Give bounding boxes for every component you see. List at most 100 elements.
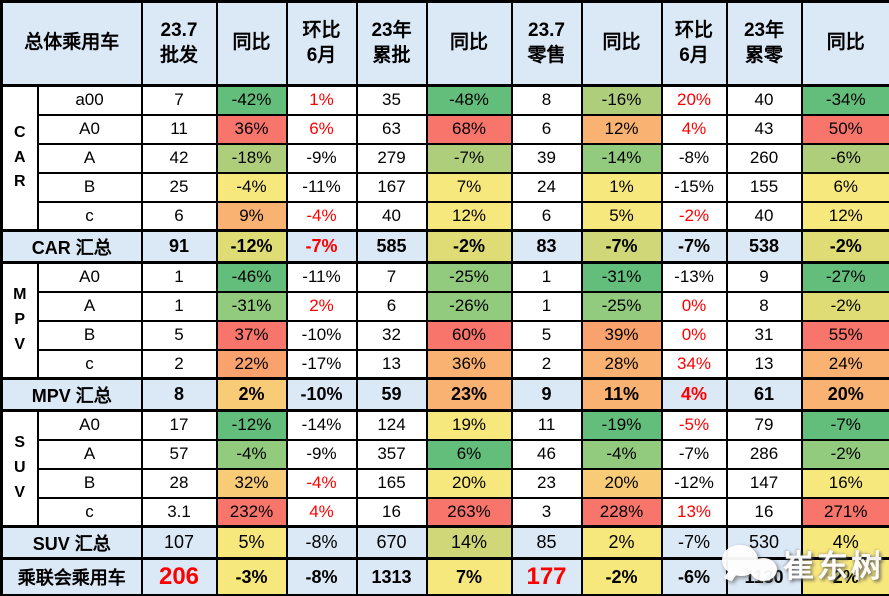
value-cell: 23 [510, 467, 583, 499]
value-cell: -13% [660, 261, 728, 293]
value-cell: 11% [580, 377, 663, 412]
value-cell: -14% [580, 142, 663, 174]
value-cell: -6% [660, 557, 728, 596]
value-cell: 2% [800, 557, 889, 596]
value-cell: 24% [800, 348, 889, 380]
row-label: c [36, 200, 143, 232]
value-cell: -2% [800, 229, 889, 264]
value-cell: -7% [580, 229, 663, 264]
column-header: 环比 6月 [660, 0, 728, 87]
value-cell: 1313 [355, 557, 428, 596]
table-row: A 1 -31% 2% 6 -26% 1 -25% 0% 8 -2% [2, 290, 889, 322]
value-cell: 147 [725, 467, 803, 499]
value-cell: -26% [425, 290, 513, 322]
value-cell: 1 [510, 261, 583, 293]
row-label: A0 [36, 261, 143, 293]
value-cell: -5% [660, 409, 728, 441]
value-cell: 4% [800, 525, 889, 560]
value-cell: 39% [580, 319, 663, 351]
value-cell: -12% [215, 409, 288, 441]
value-cell: 20% [425, 467, 513, 499]
value-cell: 19% [425, 409, 513, 441]
value-cell: 28% [580, 348, 663, 380]
value-cell: -4% [285, 200, 358, 232]
value-cell: 20% [800, 377, 889, 412]
value-cell: 42 [140, 142, 218, 174]
value-cell: -7% [285, 229, 358, 264]
value-cell: 357 [355, 438, 428, 470]
value-cell: 12% [800, 200, 889, 232]
value-cell: 43 [725, 113, 803, 145]
value-cell: -31% [580, 261, 663, 293]
value-cell: -7% [660, 525, 728, 560]
table-row: A 42 -18% -9% 279 -7% 39 -14% -8% 260 -6% [2, 142, 889, 174]
value-cell: 8 [510, 84, 583, 116]
row-label: c [36, 348, 143, 380]
value-cell: -18% [215, 142, 288, 174]
value-cell: 36% [215, 113, 288, 145]
column-header: 同比 [580, 0, 663, 87]
group-label: S U V [0, 409, 39, 528]
value-cell: 40 [355, 200, 428, 232]
value-cell: -4% [215, 438, 288, 470]
table-row: B 25 -4% -11% 167 7% 24 1% -15% 155 6% [2, 171, 889, 203]
value-cell: 4% [660, 377, 728, 412]
value-cell: -46% [215, 261, 288, 293]
value-cell: 585 [355, 229, 428, 264]
value-cell: -31% [215, 290, 288, 322]
value-cell: 61 [725, 377, 803, 412]
value-cell: -34% [800, 84, 889, 116]
value-cell: -9% [285, 438, 358, 470]
value-cell: 286 [725, 438, 803, 470]
value-cell: -27% [800, 261, 889, 293]
summary-row: MPV 汇总 8 2% -10% 59 23% 9 11% 4% 61 20% [0, 377, 889, 412]
value-cell: 2 [140, 348, 218, 380]
value-cell: -8% [285, 525, 358, 560]
value-cell: 60% [425, 319, 513, 351]
value-cell: 0% [660, 319, 728, 351]
value-cell: 39 [510, 142, 583, 174]
value-cell: 165 [355, 467, 428, 499]
value-cell: 0% [660, 290, 728, 322]
value-cell: 6% [285, 113, 358, 145]
value-cell: 13 [355, 348, 428, 380]
value-cell: 59 [355, 377, 428, 412]
value-cell: 40 [725, 84, 803, 116]
value-cell: -7% [660, 438, 728, 470]
table-row: A0 11 36% 6% 63 68% 6 12% 4% 43 50% [2, 113, 889, 145]
value-cell: 1 [510, 290, 583, 322]
value-cell: 13% [660, 496, 728, 528]
column-header: 总体乘用车 [0, 0, 143, 87]
column-header: 23.7 批发 [140, 0, 218, 87]
row-label: A0 [36, 409, 143, 441]
value-cell: -48% [425, 84, 513, 116]
value-cell: 9 [725, 261, 803, 293]
value-cell: 3 [510, 496, 583, 528]
value-cell: 2 [510, 348, 583, 380]
value-cell: 35 [355, 84, 428, 116]
value-cell: 17 [140, 409, 218, 441]
value-cell: 228% [580, 496, 663, 528]
value-cell: 85 [510, 525, 583, 560]
row-label: B [36, 171, 143, 203]
value-cell: 5% [215, 525, 288, 560]
value-cell: 8 [725, 290, 803, 322]
value-cell: 8 [140, 377, 218, 412]
value-cell: 7% [425, 557, 513, 596]
value-cell: 9 [510, 377, 583, 412]
value-cell: 124 [355, 409, 428, 441]
value-cell: 206 [140, 557, 218, 596]
value-cell: 11 [140, 113, 218, 145]
header-row: 总体乘用车 23.7 批发 同比 环比 6月 23年 累批 同比 23.7 零售 同比 环比 6… [0, 0, 889, 87]
row-label: A0 [36, 113, 143, 145]
value-cell: -15% [660, 171, 728, 203]
group-label: M P V [0, 261, 39, 380]
value-cell: 167 [355, 171, 428, 203]
value-cell: -3% [215, 557, 288, 596]
value-cell: 1% [285, 84, 358, 116]
value-cell: 57 [140, 438, 218, 470]
value-cell: 24 [510, 171, 583, 203]
row-label: B [36, 467, 143, 499]
